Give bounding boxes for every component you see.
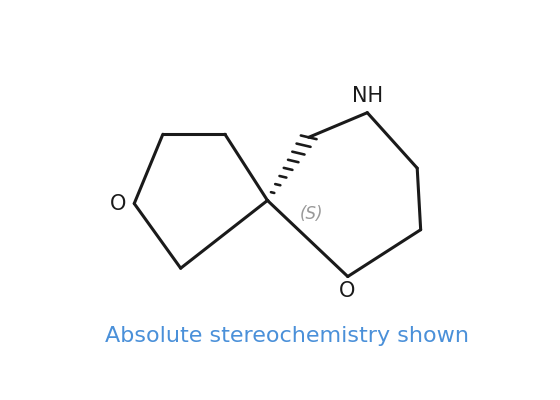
Text: O: O (339, 281, 355, 301)
Text: Absolute stereochemistry shown: Absolute stereochemistry shown (105, 326, 469, 346)
Text: (S): (S) (300, 205, 324, 223)
Text: NH: NH (352, 86, 383, 106)
Text: O: O (110, 194, 126, 214)
